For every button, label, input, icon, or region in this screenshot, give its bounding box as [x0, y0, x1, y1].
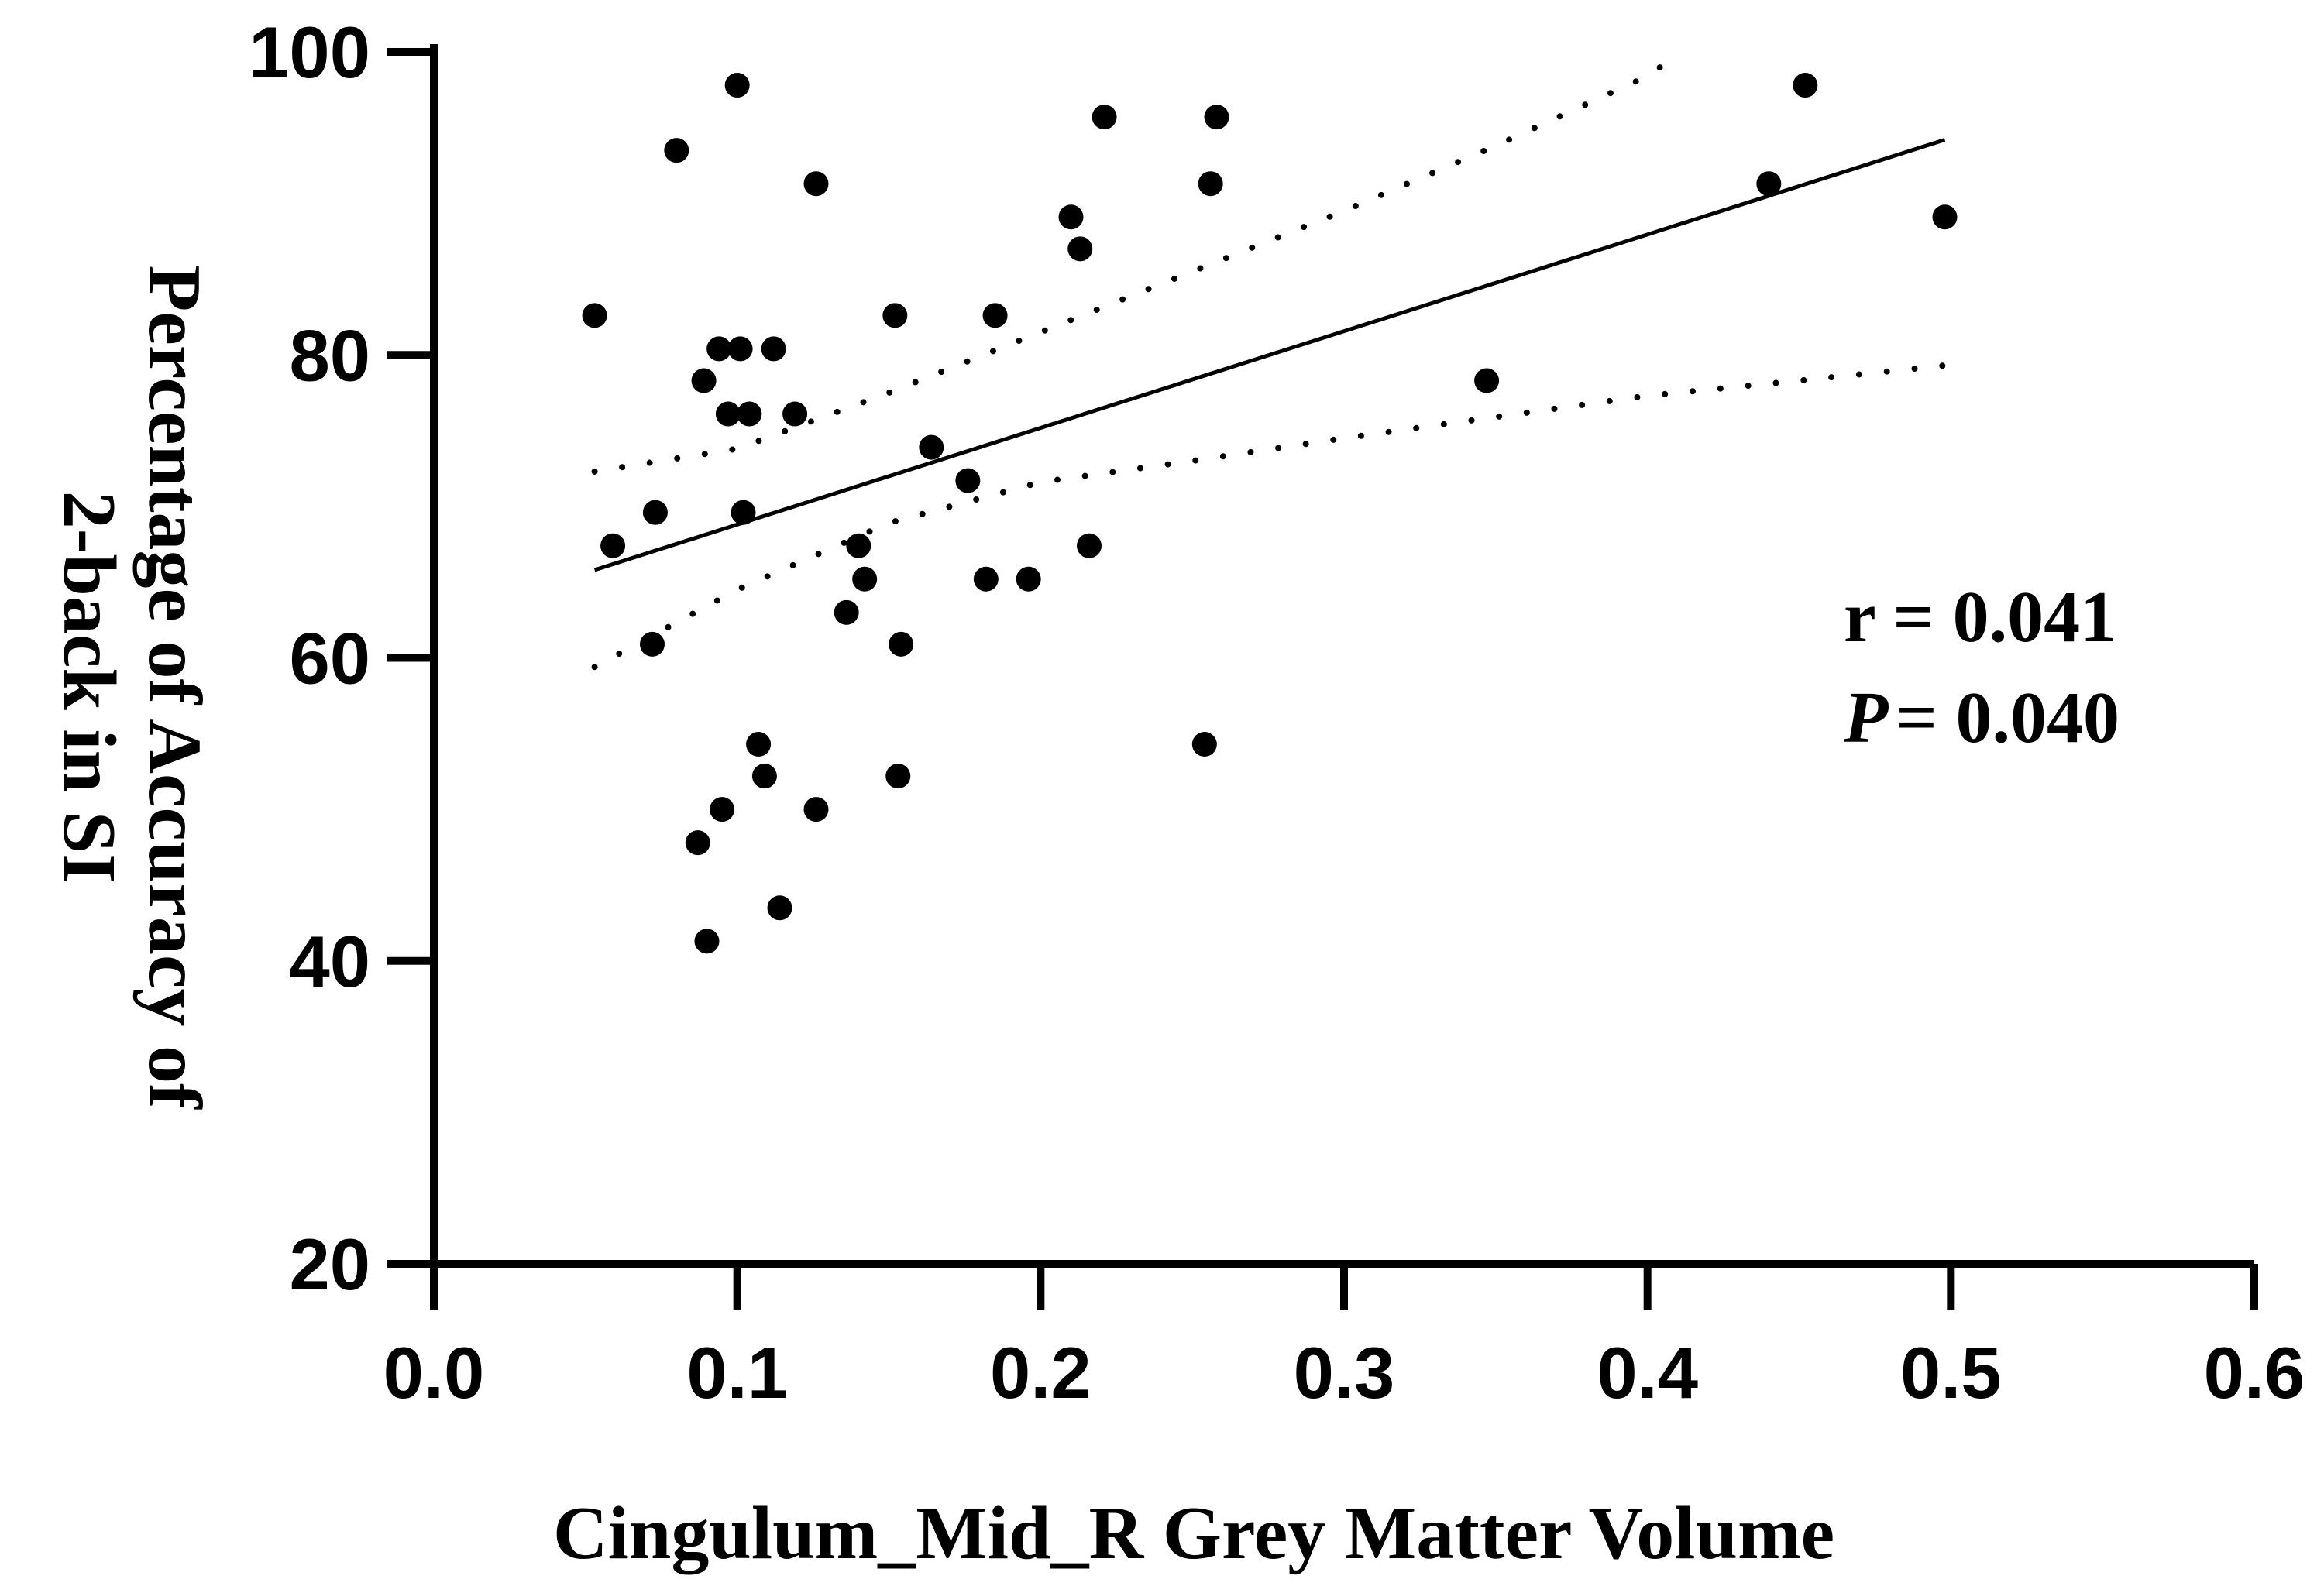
x-tick-label: 0.5 — [1900, 1332, 2002, 1413]
y-axis-ticks: 20 40 60 80 100 — [249, 12, 434, 1305]
data-point — [803, 797, 829, 822]
data-point — [724, 73, 750, 98]
data-point — [919, 434, 944, 460]
data-point — [782, 401, 808, 427]
data-point — [1016, 566, 1041, 592]
data-point — [973, 566, 999, 592]
data-point — [751, 764, 777, 789]
r-annotation: r = 0.041 — [1844, 577, 2116, 657]
x-tick-label: 0.1 — [686, 1332, 788, 1413]
data-point — [834, 599, 859, 625]
data-point — [691, 368, 717, 393]
data-point — [710, 797, 735, 822]
data-point — [885, 764, 911, 789]
data-point — [737, 401, 762, 427]
data-point — [1793, 73, 1818, 98]
data-point — [1756, 171, 1782, 197]
y-tick-label: 60 — [289, 618, 370, 699]
data-points — [582, 73, 1958, 954]
data-point — [731, 500, 756, 525]
x-tick-label: 0.0 — [383, 1332, 485, 1413]
data-point — [1067, 236, 1093, 262]
y-axis-title: Percentage of Accuracy of 2-back in SI — [47, 265, 216, 1110]
data-point — [1191, 732, 1217, 757]
data-point — [664, 138, 689, 163]
y-axis-title-line1: Percentage of Accuracy of — [132, 265, 216, 1110]
data-point — [889, 631, 914, 657]
data-point — [1092, 105, 1117, 130]
data-point — [1198, 171, 1223, 197]
ci-lower-band — [591, 362, 1948, 671]
data-point — [882, 303, 908, 328]
x-axis-ticks: 0.0 0.1 0.2 0.3 0.4 0.5 0.6 — [383, 1264, 2305, 1413]
data-point — [694, 929, 720, 954]
y-tick-label: 40 — [289, 921, 370, 1002]
data-point — [982, 303, 1008, 328]
p-value: = 0.040 — [1896, 678, 2119, 758]
p-label: P — [1843, 678, 1889, 758]
y-tick-label: 80 — [289, 314, 370, 396]
p-annotation: P = 0.040 — [1843, 678, 2119, 758]
ci-lower-line — [591, 362, 1948, 671]
data-point — [1204, 105, 1229, 130]
data-point — [767, 895, 792, 921]
data-point — [640, 631, 665, 657]
x-tick-label: 0.4 — [1597, 1332, 1698, 1413]
data-point — [600, 533, 626, 558]
data-point — [1058, 204, 1084, 230]
x-tick-label: 0.3 — [1294, 1332, 1395, 1413]
regression-line — [593, 138, 1946, 572]
data-point — [727, 336, 753, 362]
y-tick-label: 20 — [289, 1224, 370, 1305]
data-point — [846, 533, 871, 558]
x-tick-label: 0.6 — [2204, 1332, 2305, 1413]
data-point — [1077, 533, 1102, 558]
x-tick-label: 0.2 — [990, 1332, 1092, 1413]
data-point — [1474, 368, 1500, 393]
data-point — [706, 336, 732, 362]
data-point — [955, 468, 981, 493]
y-axis-title-line2: 2-back in SI — [47, 491, 131, 884]
x-axis-title: Cingulum_Mid_R Grey Matter Volume — [553, 1492, 1834, 1575]
data-point — [642, 500, 668, 525]
data-point — [1932, 204, 1958, 230]
data-point — [715, 401, 741, 427]
data-point — [685, 830, 710, 856]
data-point — [803, 171, 829, 197]
data-point — [852, 566, 878, 592]
y-tick-label: 100 — [249, 12, 370, 93]
data-point — [746, 732, 772, 757]
data-point — [761, 336, 786, 362]
data-point — [582, 303, 607, 328]
